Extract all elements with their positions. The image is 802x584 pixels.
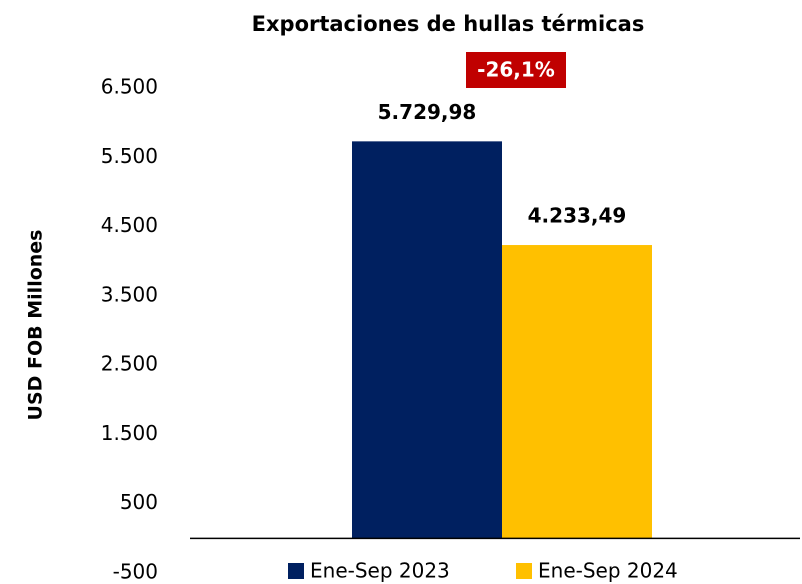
chart-title: Exportaciones de hullas térmicas	[252, 12, 645, 36]
y-tick-label: 4.500	[101, 213, 158, 237]
data-label: 4.233,49	[528, 204, 627, 228]
annotation-box	[466, 52, 566, 88]
y-tick-label: 500	[120, 490, 158, 514]
legend-label: Ene-Sep 2024	[538, 559, 678, 583]
y-tick-label: 5.500	[101, 144, 158, 168]
y-tick-label: 2.500	[101, 352, 158, 376]
bar	[352, 141, 502, 539]
y-tick-label: 3.500	[101, 282, 158, 306]
y-tick-label: -500	[113, 560, 158, 584]
annotation: -26,1%	[477, 58, 555, 82]
bar	[502, 245, 652, 539]
legend-label: Ene-Sep 2023	[310, 559, 450, 583]
legend-swatch	[516, 563, 532, 579]
y-axis-label: USD FOB Millones	[25, 230, 47, 421]
legend-swatch	[288, 563, 304, 579]
data-label: 5.729,98	[378, 100, 477, 124]
y-tick-label: 6.500	[101, 75, 158, 99]
y-tick-label: 1.500	[101, 421, 158, 445]
